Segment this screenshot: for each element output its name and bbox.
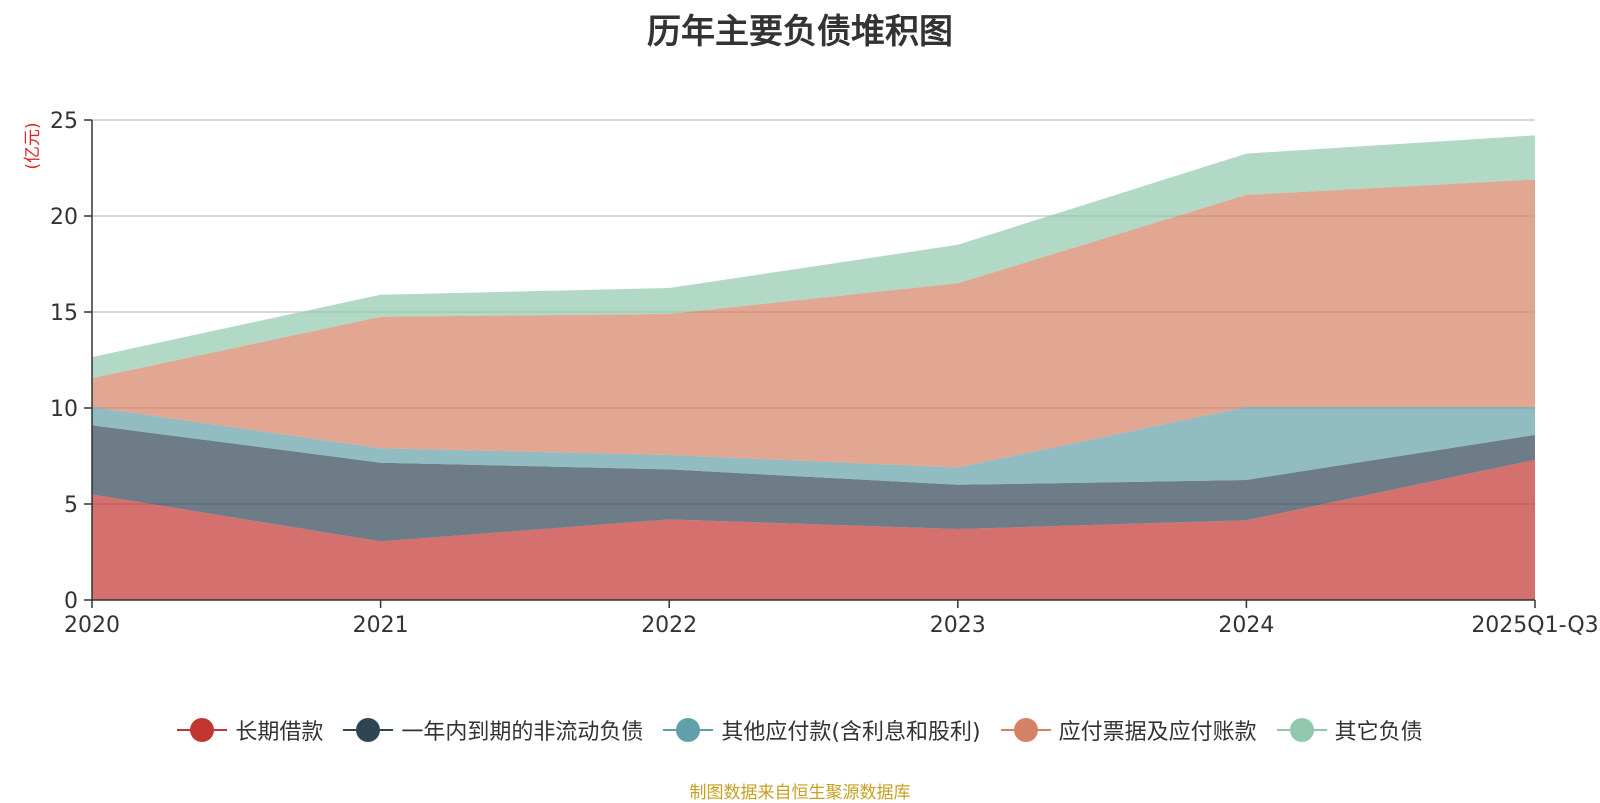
- x-tick-label: 2021: [353, 613, 409, 638]
- legend-label: 其它负债: [1334, 720, 1423, 745]
- y-tick-label: 20: [50, 205, 78, 230]
- y-tick-label: 10: [50, 397, 78, 422]
- y-tick-label: 5: [64, 493, 78, 518]
- legend-marker-icon: [177, 718, 228, 742]
- legend-label: 一年内到期的非流动负债: [401, 720, 644, 745]
- x-tick-label: 2022: [641, 613, 697, 638]
- area-series-4: [92, 135, 1535, 379]
- y-tick-label: 0: [64, 589, 78, 614]
- y-axis-unit-label: (亿元): [23, 122, 43, 169]
- legend-item-1[interactable]: 一年内到期的非流动负债: [343, 714, 643, 746]
- legend: 长期借款 一年内到期的非流动负债 其他应付款(含利息和股利) 应付票据及应付账款 其它负…: [0, 714, 1600, 746]
- x-tick-label: 2020: [64, 613, 120, 638]
- legend-item-2[interactable]: 其他应付款(含利息和股利): [663, 714, 981, 746]
- area-series-3: [92, 179, 1535, 468]
- x-tick-label: 2025Q1-Q3: [1471, 613, 1598, 638]
- y-tick-label: 15: [50, 301, 78, 326]
- source-note: 制图数据来自恒生聚源数据库: [689, 783, 911, 803]
- legend-marker-icon: [1276, 718, 1327, 742]
- legend-label: 长期借款: [235, 720, 324, 745]
- legend-marker-icon: [1000, 718, 1051, 742]
- legend-marker-icon: [343, 718, 394, 742]
- legend-item-4[interactable]: 其它负债: [1276, 714, 1423, 746]
- area-series-0: [92, 459, 1535, 600]
- legend-item-3[interactable]: 应付票据及应付账款: [1000, 714, 1257, 746]
- area-series-2: [92, 407, 1535, 485]
- legend-label: 应付票据及应付账款: [1058, 720, 1257, 745]
- legend-marker-icon: [663, 718, 714, 742]
- area-series-1: [92, 425, 1535, 542]
- legend-label: 其他应付款(含利息和股利): [721, 720, 981, 745]
- x-tick-label: 2024: [1218, 613, 1274, 638]
- legend-item-0[interactable]: 长期借款: [177, 714, 323, 746]
- y-tick-label: 25: [50, 109, 78, 134]
- x-tick-label: 2023: [930, 613, 986, 638]
- chart-title: 历年主要负债堆积图: [647, 12, 953, 52]
